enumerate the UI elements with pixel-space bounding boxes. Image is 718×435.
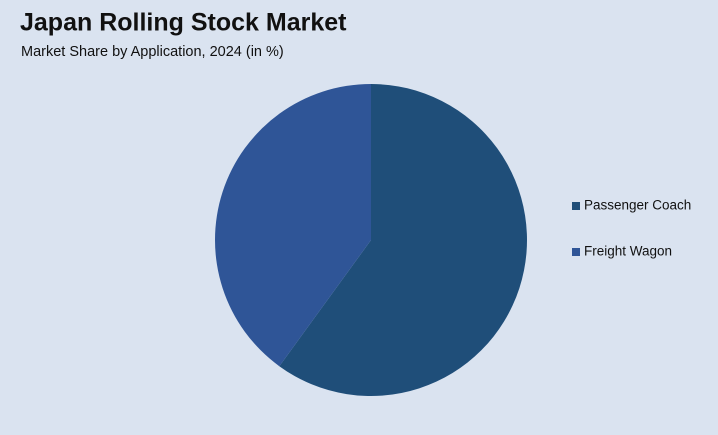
chart-title: Japan Rolling Stock Market	[20, 9, 347, 37]
pie-slice	[215, 84, 371, 367]
legend-label: Passenger Coach	[584, 198, 691, 213]
legend-swatch	[572, 202, 580, 210]
pie-slice	[279, 84, 527, 396]
legend-label: Freight Wagon	[584, 244, 672, 259]
chart-subtitle: Market Share by Application, 2024 (in %)	[21, 44, 284, 60]
legend-swatch	[572, 248, 580, 256]
